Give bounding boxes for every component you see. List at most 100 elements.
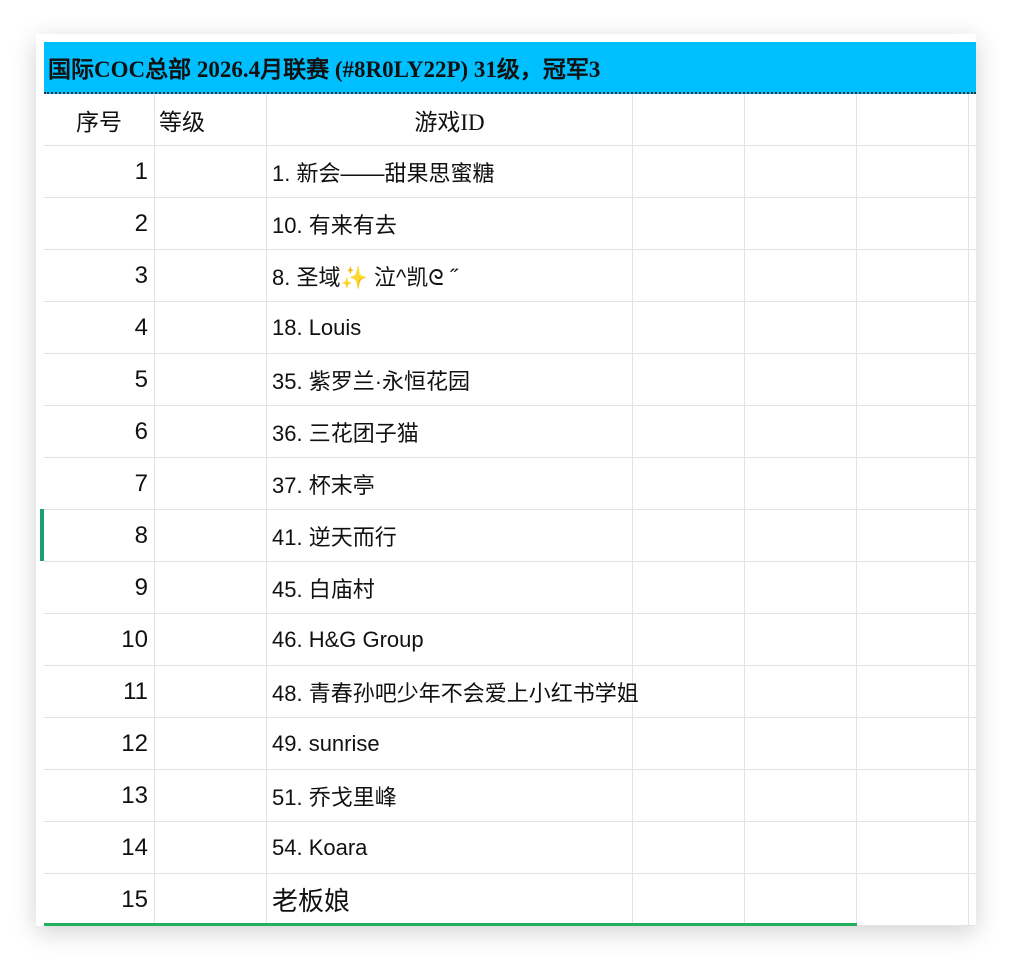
empty-cell[interactable]: [857, 146, 969, 197]
level-cell[interactable]: [155, 146, 267, 197]
level-cell[interactable]: [155, 666, 267, 717]
game-id-cell[interactable]: 51. 乔戈里峰: [267, 770, 633, 821]
game-id-cell[interactable]: 48. 青春孙吧少年不会爱上小红书学姐: [267, 666, 639, 717]
header-game-id[interactable]: 游戏ID: [267, 94, 633, 145]
game-id-cell[interactable]: 10. 有来有去: [267, 198, 633, 249]
level-cell[interactable]: [155, 198, 267, 249]
empty-cell[interactable]: [745, 666, 857, 717]
empty-cell[interactable]: [633, 614, 745, 665]
empty-cell[interactable]: [857, 302, 969, 353]
row-number-cell[interactable]: 3: [44, 250, 155, 301]
empty-cell[interactable]: [857, 614, 969, 665]
empty-cell[interactable]: [633, 406, 745, 457]
header-no[interactable]: 序号: [44, 94, 155, 145]
empty-cell[interactable]: [633, 458, 745, 509]
game-id-cell[interactable]: 老板娘: [267, 874, 633, 925]
empty-cell[interactable]: [857, 354, 969, 405]
row-number-cell[interactable]: 12: [44, 718, 155, 769]
game-id-cell[interactable]: 41. 逆天而行: [267, 510, 633, 561]
level-cell[interactable]: [155, 562, 267, 613]
row-number-cell[interactable]: 5: [44, 354, 155, 405]
empty-cell[interactable]: [857, 510, 969, 561]
empty-cell[interactable]: [633, 718, 745, 769]
empty-cell[interactable]: [745, 250, 857, 301]
game-id-cell[interactable]: 37. 杯末亭: [267, 458, 633, 509]
table-row: 15 老板娘: [44, 874, 976, 926]
row-number-cell[interactable]: 8: [44, 510, 155, 561]
empty-cell[interactable]: [857, 406, 969, 457]
empty-cell[interactable]: [857, 198, 969, 249]
empty-cell[interactable]: [745, 458, 857, 509]
empty-cell[interactable]: [745, 302, 857, 353]
empty-cell[interactable]: [857, 874, 969, 925]
empty-cell[interactable]: [633, 354, 745, 405]
level-cell[interactable]: [155, 406, 267, 457]
header-level[interactable]: 等级: [155, 94, 267, 145]
empty-cell[interactable]: [633, 562, 745, 613]
level-cell[interactable]: [155, 614, 267, 665]
row-number-cell[interactable]: 10: [44, 614, 155, 665]
level-cell[interactable]: [155, 354, 267, 405]
empty-cell[interactable]: [633, 250, 745, 301]
level-cell[interactable]: [155, 770, 267, 821]
empty-cell[interactable]: [633, 198, 745, 249]
empty-cell[interactable]: [745, 406, 857, 457]
empty-cell[interactable]: [857, 458, 969, 509]
game-id-cell[interactable]: 35. 紫罗兰·永恒花园: [267, 354, 633, 405]
row-number-cell[interactable]: 14: [44, 822, 155, 873]
level-cell[interactable]: [155, 874, 267, 925]
row-number-cell[interactable]: 11: [44, 666, 155, 717]
empty-cell[interactable]: [745, 770, 857, 821]
row-number-cell[interactable]: 15: [44, 874, 155, 925]
level-cell[interactable]: [155, 302, 267, 353]
empty-cell[interactable]: [745, 146, 857, 197]
game-id-cell[interactable]: 36. 三花团子猫: [267, 406, 633, 457]
game-id-cell[interactable]: 18. Louis: [267, 302, 633, 353]
row-number-cell[interactable]: 7: [44, 458, 155, 509]
row-number-cell[interactable]: 9: [44, 562, 155, 613]
empty-cell[interactable]: [857, 562, 969, 613]
row-number-cell[interactable]: 4: [44, 302, 155, 353]
empty-cell[interactable]: [745, 718, 857, 769]
level-cell[interactable]: [155, 250, 267, 301]
empty-cell[interactable]: [633, 302, 745, 353]
row-number-cell[interactable]: 1: [44, 146, 155, 197]
level-cell[interactable]: [155, 458, 267, 509]
game-id-cell[interactable]: 46. H&G Group: [267, 614, 633, 665]
empty-cell[interactable]: [633, 822, 745, 873]
empty-cell[interactable]: [745, 822, 857, 873]
empty-cell[interactable]: [857, 718, 969, 769]
row-number-cell[interactable]: 6: [44, 406, 155, 457]
empty-cell[interactable]: [633, 146, 745, 197]
level-cell[interactable]: [155, 510, 267, 561]
empty-cell[interactable]: [857, 822, 969, 873]
empty-cell[interactable]: [633, 94, 745, 145]
row-number-cell[interactable]: 13: [44, 770, 155, 821]
empty-cell[interactable]: [745, 94, 857, 145]
empty-cell[interactable]: [633, 510, 745, 561]
empty-cell: [969, 510, 976, 561]
game-id-cell[interactable]: 54. Koara: [267, 822, 633, 873]
empty-cell[interactable]: [745, 614, 857, 665]
table-row: 12 49. sunrise: [44, 718, 976, 770]
empty-cell[interactable]: [745, 354, 857, 405]
empty-cell[interactable]: [745, 198, 857, 249]
game-id-cell[interactable]: 45. 白庙村: [267, 562, 633, 613]
empty-cell[interactable]: [857, 770, 969, 821]
empty-cell[interactable]: [745, 510, 857, 561]
empty-cell[interactable]: [745, 874, 857, 925]
game-id-cell[interactable]: 49. sunrise: [267, 718, 633, 769]
empty-cell[interactable]: [857, 250, 969, 301]
level-cell[interactable]: [155, 718, 267, 769]
empty-cell[interactable]: [857, 666, 969, 717]
game-id-cell[interactable]: 1. 新会——甜果思蜜糖: [267, 146, 633, 197]
game-id-cell[interactable]: 8. 圣域✨ 泣^凯ᘓ ˝: [267, 250, 633, 301]
sheet-title-cell[interactable]: 国际COC总部 2026.4月联赛 (#8R0LY22P) 31级，冠军3: [44, 42, 976, 94]
empty-cell[interactable]: [633, 666, 745, 717]
row-number-cell[interactable]: 2: [44, 198, 155, 249]
empty-cell[interactable]: [857, 94, 969, 145]
empty-cell[interactable]: [633, 770, 745, 821]
empty-cell[interactable]: [633, 874, 745, 925]
empty-cell[interactable]: [745, 562, 857, 613]
level-cell[interactable]: [155, 822, 267, 873]
